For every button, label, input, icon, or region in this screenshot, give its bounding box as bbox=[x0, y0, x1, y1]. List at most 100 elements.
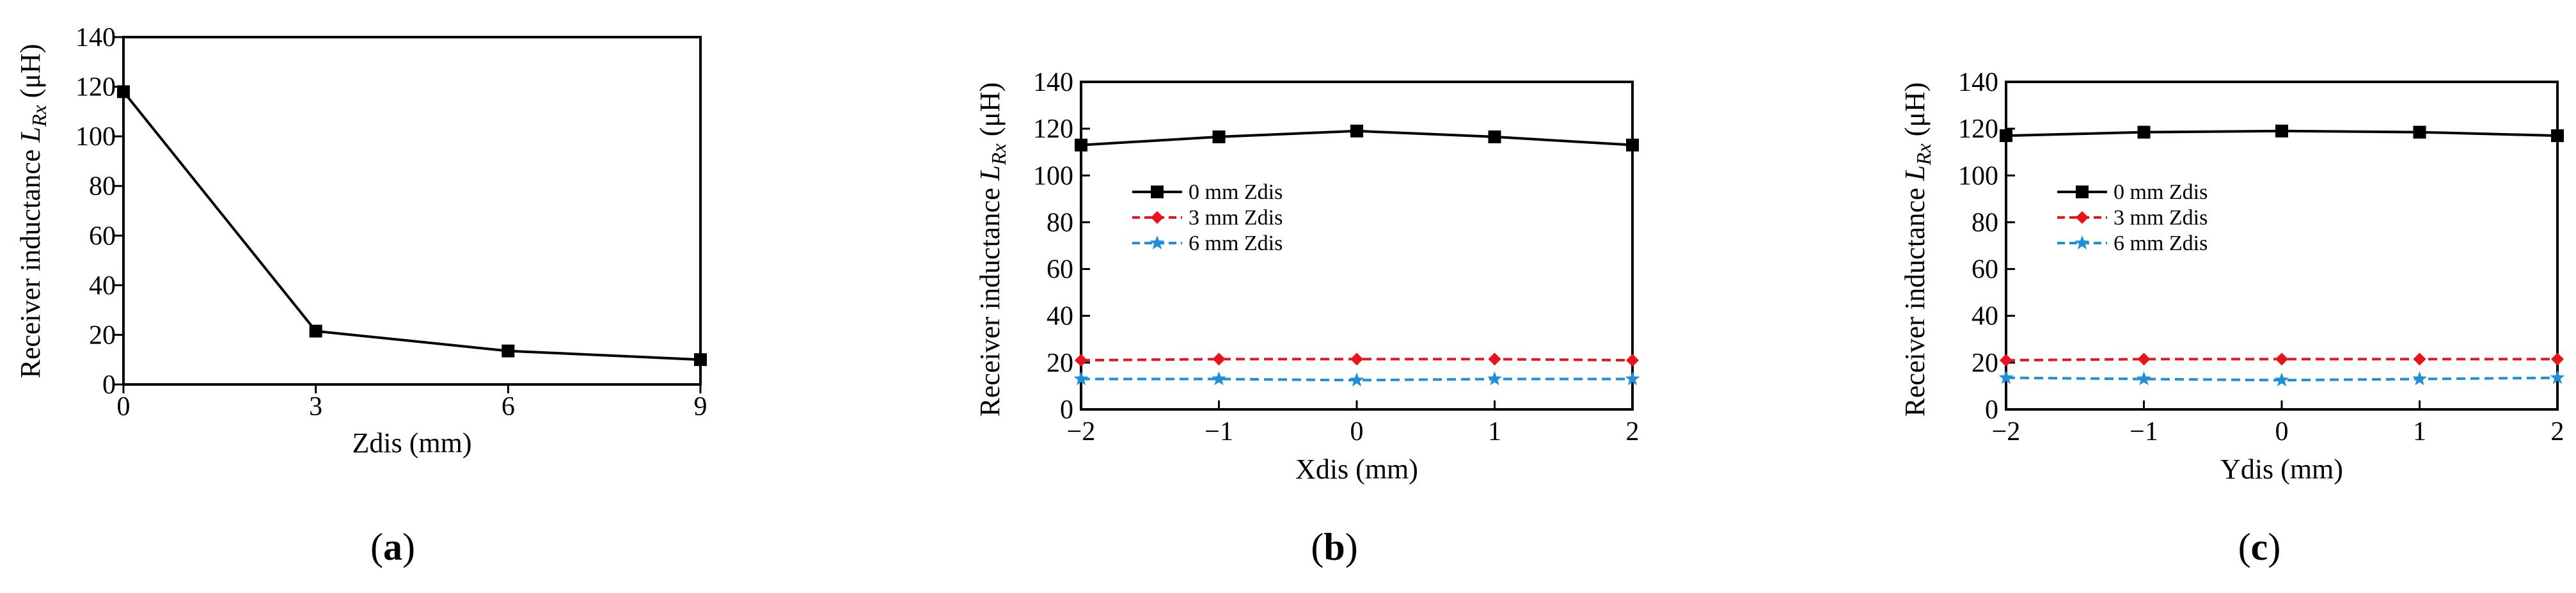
y-axis-label-subscript: Rx bbox=[987, 143, 1010, 166]
y-ticks-b: 0 20 40 60 80 100 120 140 bbox=[1033, 68, 1090, 425]
data-point bbox=[117, 85, 130, 99]
y-tick-label: 120 bbox=[1033, 115, 1073, 144]
x-tick-label: 1 bbox=[1488, 417, 1501, 447]
data-point bbox=[2550, 370, 2565, 384]
caption-paren-close: ) bbox=[402, 526, 415, 568]
data-point bbox=[1998, 370, 2014, 384]
y-tick-label: 40 bbox=[1972, 302, 1998, 331]
y-ticks-a: 0 20 40 60 80 100 120 140 bbox=[75, 23, 123, 400]
y-tick-label: 0 bbox=[1060, 395, 1073, 425]
x-axis-label-a: Zdis (mm) bbox=[352, 427, 472, 459]
caption-paren-open: ( bbox=[1311, 526, 1324, 568]
y-tick-label: 140 bbox=[1958, 68, 1998, 97]
y-tick-label: 100 bbox=[1033, 161, 1073, 191]
data-point bbox=[502, 344, 515, 358]
x-ticks-b: −2 −1 0 1 2 bbox=[1067, 400, 1640, 447]
y-tick-label: 60 bbox=[89, 221, 116, 251]
data-point bbox=[2275, 352, 2288, 366]
caption-paren-close: ) bbox=[1345, 526, 1358, 568]
y-axis-label-symbol: L bbox=[15, 127, 46, 143]
data-point bbox=[2000, 129, 2012, 143]
panel-a: 0 3 6 9 0 20 40 60 80 100 120 140 Zdis (mm) Receiv… bbox=[15, 23, 707, 568]
x-tick-label: −1 bbox=[1205, 417, 1233, 447]
data-point bbox=[1625, 371, 1640, 386]
y-tick-label: 20 bbox=[89, 320, 116, 350]
y-ticks-c: 0 20 40 60 80 100 120 140 bbox=[1958, 68, 2015, 425]
data-point bbox=[1075, 138, 1087, 152]
x-tick-label: −2 bbox=[1992, 417, 2021, 447]
y-tick-label: 20 bbox=[1047, 349, 1073, 378]
y-axis-label-unit: (μH) bbox=[974, 83, 1006, 144]
y-tick-label: 140 bbox=[75, 23, 116, 52]
legend-swatch-marker bbox=[1151, 211, 1164, 224]
legend-swatch-marker bbox=[2076, 186, 2089, 198]
x-tick-label: −2 bbox=[1067, 417, 1096, 447]
y-axis-label-prefix: Receiver inductance bbox=[1899, 180, 1931, 416]
data-point bbox=[2000, 354, 2012, 367]
caption-b: (b) bbox=[1311, 526, 1357, 568]
y-tick-label: 0 bbox=[1985, 395, 1998, 425]
legend-label: 0 mm Zdis bbox=[2114, 180, 2208, 204]
data-point bbox=[2412, 371, 2427, 386]
data-point bbox=[1349, 372, 1364, 386]
data-point bbox=[1350, 352, 1363, 366]
legend-label: 3 mm Zdis bbox=[1189, 206, 1283, 230]
legend-label: 6 mm Zdis bbox=[2114, 232, 2208, 255]
x-tick-label: 1 bbox=[2413, 417, 2426, 447]
data-point bbox=[2413, 352, 2426, 366]
x-tick-label: 6 bbox=[502, 392, 515, 422]
y-tick-label: 80 bbox=[1972, 208, 1998, 237]
y-tick-label: 60 bbox=[1972, 255, 1998, 285]
y-axis-label-subscript: Rx bbox=[1912, 143, 1935, 166]
series-group-a bbox=[117, 85, 707, 367]
y-axis-label-a: Receiver inductance LRx (μH) bbox=[15, 44, 51, 379]
legend-label: 3 mm Zdis bbox=[2114, 206, 2208, 230]
caption-letter: b bbox=[1324, 526, 1345, 568]
caption-paren-close: ) bbox=[2268, 526, 2280, 568]
legend-swatch-marker bbox=[1150, 235, 1165, 249]
data-point bbox=[1487, 371, 1502, 386]
data-point bbox=[1626, 354, 1639, 367]
x-tick-label: 2 bbox=[1626, 417, 1640, 447]
x-tick-label: 0 bbox=[2275, 417, 2289, 447]
data-point bbox=[1073, 371, 1089, 386]
legend-label: 6 mm Zdis bbox=[1189, 232, 1283, 255]
data-point bbox=[2275, 124, 2288, 138]
y-tick-label: 100 bbox=[1958, 161, 1998, 191]
data-point bbox=[2551, 352, 2564, 366]
plot-area-a bbox=[122, 36, 702, 386]
y-tick-label: 100 bbox=[75, 122, 116, 152]
x-tick-label: 9 bbox=[694, 392, 707, 422]
y-axis-label-subscript: Rx bbox=[28, 105, 51, 127]
caption-letter: c bbox=[2251, 526, 2268, 568]
data-point bbox=[2274, 372, 2289, 386]
caption-paren-open: ( bbox=[2238, 526, 2251, 568]
y-tick-label: 0 bbox=[102, 370, 116, 400]
x-tick-label: 0 bbox=[117, 392, 130, 422]
series-line bbox=[122, 91, 701, 361]
data-point bbox=[1212, 371, 1226, 386]
caption-c: (c) bbox=[2238, 526, 2281, 568]
y-tick-label: 40 bbox=[1047, 302, 1073, 331]
y-axis-label-unit: (μH) bbox=[15, 44, 46, 106]
legend-swatch-marker bbox=[2076, 211, 2089, 224]
data-point bbox=[1212, 352, 1226, 366]
x-tick-label: 2 bbox=[2551, 417, 2564, 447]
data-point bbox=[694, 353, 707, 367]
x-tick-label: 0 bbox=[1350, 417, 1364, 447]
y-axis-label-symbol: L bbox=[1899, 165, 1931, 181]
x-tick-label: −1 bbox=[2130, 417, 2158, 447]
x-axis-label-b: Xdis (mm) bbox=[1295, 454, 1418, 485]
y-axis-label-unit: (μH) bbox=[1899, 83, 1931, 144]
data-point bbox=[2551, 129, 2564, 143]
data-point bbox=[1626, 138, 1639, 152]
y-tick-label: 120 bbox=[1958, 115, 1998, 144]
data-point bbox=[1488, 352, 1501, 366]
data-point bbox=[2413, 125, 2426, 139]
y-axis-label-prefix: Receiver inductance bbox=[15, 142, 46, 378]
